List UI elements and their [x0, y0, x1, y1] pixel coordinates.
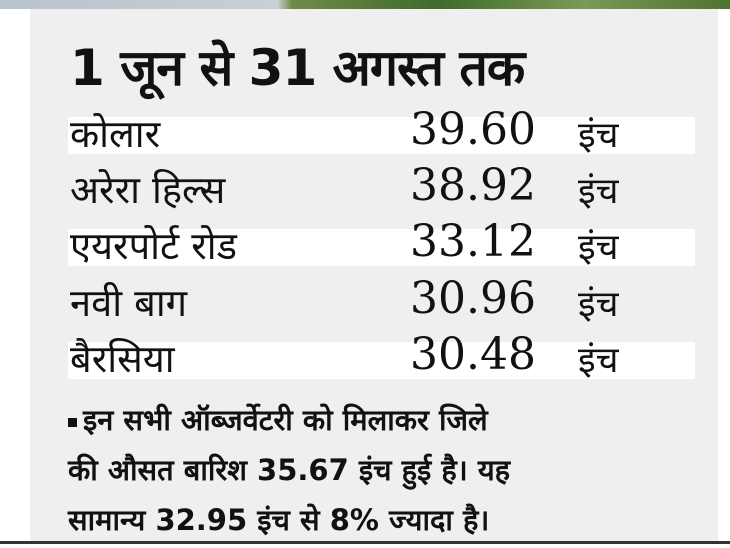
unit-label: इंच	[578, 115, 619, 156]
note-line: की औसत बारिश 35.67 इंच हुई है। यह	[68, 453, 511, 487]
location-label: बैरसिया	[70, 337, 175, 381]
photo-strip	[0, 0, 730, 9]
rainfall-value: 39.60	[410, 104, 536, 155]
table-row: कोलार 39.60 इंच	[68, 104, 695, 156]
table-row: एयरपोर्ट रोड 33.12 इंच	[68, 216, 695, 268]
table-row: बैरसिया 30.48 इंच	[68, 329, 695, 381]
rainfall-value: 33.12	[410, 216, 536, 267]
unit-label: इंच	[578, 227, 619, 268]
bullet-icon	[68, 417, 77, 427]
rainfall-value: 30.48	[410, 329, 536, 380]
table-row: अरेरा हिल्स 38.92 इंच	[68, 160, 695, 212]
unit-label: इंच	[578, 171, 619, 212]
unit-label: इंच	[578, 340, 619, 381]
summary-note: इन सभी ऑब्जर्वेटरी को मिलाकर जिले की औसत…	[68, 395, 708, 545]
rainfall-value: 30.96	[410, 273, 536, 324]
location-label: कोलार	[70, 112, 161, 156]
location-label: एयरपोर्ट रोड	[70, 224, 237, 268]
unit-label: इंच	[578, 284, 619, 325]
table-row: नवी बाग 30.96 इंच	[68, 273, 695, 325]
note-line: इन सभी ऑब्जर्वेटरी को मिलाकर जिले	[68, 395, 708, 445]
info-panel	[30, 9, 718, 541]
rainfall-value: 38.92	[410, 160, 536, 211]
note-line: सामान्य 32.95 इंच से 8% ज्यादा है।	[68, 503, 490, 537]
bottom-rule	[0, 541, 730, 544]
note-text: इन सभी ऑब्जर्वेटरी को मिलाकर जिले	[83, 403, 488, 437]
location-label: नवी बाग	[70, 281, 188, 325]
location-label: अरेरा हिल्स	[70, 168, 226, 212]
page-title: 1 जून से 31 अगस्त तक	[70, 39, 525, 97]
